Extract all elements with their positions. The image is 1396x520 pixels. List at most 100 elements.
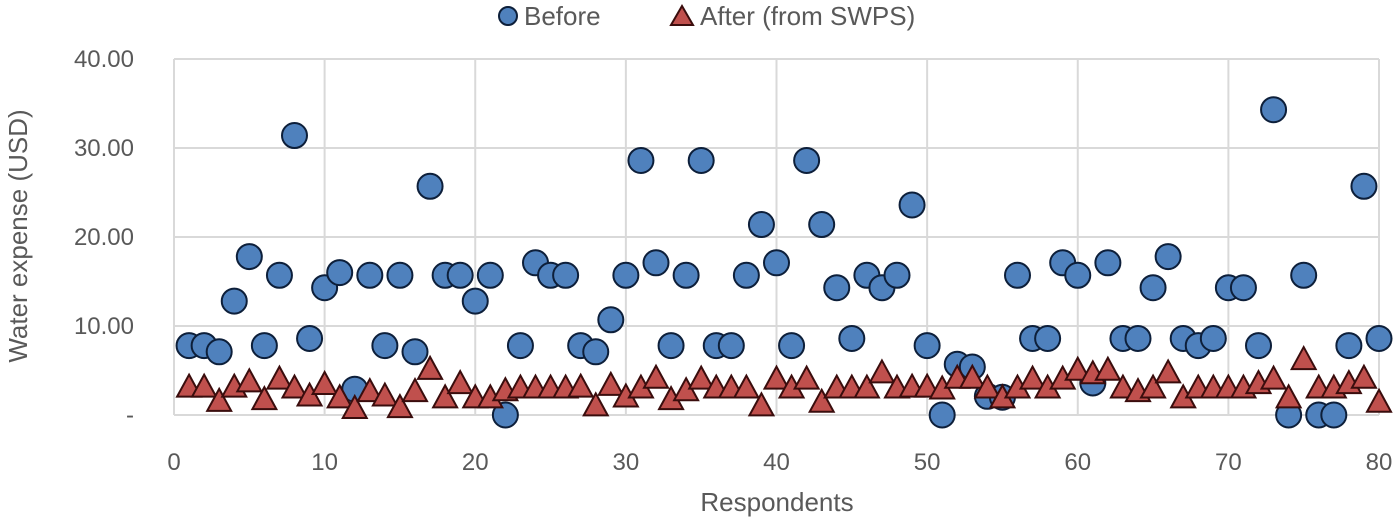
before-point bbox=[281, 122, 308, 150]
before-point bbox=[1245, 332, 1272, 360]
x-tick-label: 30 bbox=[613, 449, 640, 476]
after-point bbox=[642, 363, 670, 389]
after-point bbox=[341, 393, 369, 420]
after-point bbox=[567, 372, 595, 398]
before-point bbox=[913, 332, 941, 360]
y-tick-label: 40.00 bbox=[74, 46, 134, 73]
after-point bbox=[205, 386, 233, 412]
x-tick-label: 50 bbox=[914, 449, 941, 476]
x-axis-title: Respondents bbox=[700, 487, 853, 517]
before-point bbox=[1094, 249, 1122, 277]
before-point bbox=[627, 146, 655, 174]
before-point bbox=[1350, 172, 1378, 200]
before-point bbox=[491, 401, 519, 429]
after-point bbox=[310, 369, 339, 395]
before-point bbox=[265, 261, 293, 289]
after-point bbox=[958, 363, 986, 389]
after-point bbox=[265, 364, 294, 390]
after-point bbox=[1259, 364, 1288, 390]
before-point bbox=[1124, 324, 1152, 352]
after-point bbox=[1154, 358, 1182, 384]
before-point bbox=[823, 274, 851, 302]
after-point bbox=[386, 393, 414, 419]
after-point bbox=[1094, 355, 1122, 381]
after-point bbox=[808, 387, 836, 413]
before-point bbox=[657, 332, 685, 360]
before-point bbox=[326, 259, 354, 287]
before-point bbox=[220, 287, 248, 315]
after-point bbox=[250, 385, 279, 411]
before-point bbox=[446, 261, 474, 289]
before-point bbox=[552, 261, 580, 289]
legend-before-label: Before bbox=[524, 1, 601, 31]
before-point bbox=[1004, 261, 1031, 289]
x-tick-label: 80 bbox=[1366, 449, 1393, 476]
x-tick-label: 0 bbox=[167, 449, 180, 476]
after-point bbox=[1109, 373, 1137, 399]
before-point bbox=[506, 332, 534, 360]
after-point bbox=[446, 369, 474, 395]
before-point bbox=[597, 306, 625, 334]
before-point bbox=[235, 243, 263, 271]
before-point bbox=[1365, 324, 1393, 352]
y-tick-label: 30.00 bbox=[74, 135, 134, 162]
before-point bbox=[582, 338, 610, 366]
after-point bbox=[431, 383, 459, 409]
after-point bbox=[732, 373, 761, 399]
after-point bbox=[792, 364, 821, 390]
after-point bbox=[1018, 364, 1047, 390]
before-point bbox=[672, 261, 700, 289]
before-point bbox=[747, 211, 775, 239]
x-tick-label: 20 bbox=[462, 449, 489, 476]
y-tick-label: - bbox=[126, 402, 134, 429]
after-point bbox=[1290, 344, 1318, 371]
after-point bbox=[326, 383, 354, 409]
before-point bbox=[642, 249, 670, 277]
after-point bbox=[868, 358, 896, 384]
before-point bbox=[793, 146, 821, 174]
before-point bbox=[1229, 274, 1257, 302]
before-point bbox=[1034, 324, 1062, 352]
data-markers bbox=[175, 96, 1393, 429]
before-point bbox=[778, 332, 806, 360]
legend-before-marker bbox=[498, 6, 518, 26]
before-point bbox=[732, 261, 760, 289]
before-point bbox=[386, 261, 414, 289]
before-point bbox=[476, 261, 504, 289]
y-tick-label: 20.00 bbox=[74, 224, 134, 251]
after-point bbox=[401, 377, 429, 403]
axes: - 10.00 20.00 30.00 40.00 0 10 20 30 40 50 60 70 80 bbox=[74, 46, 1392, 476]
before-point bbox=[1064, 261, 1092, 289]
after-point bbox=[1139, 373, 1167, 399]
before-point bbox=[1139, 274, 1167, 302]
before-point bbox=[612, 261, 640, 289]
before-point bbox=[356, 261, 384, 289]
before-point bbox=[1260, 96, 1288, 124]
after-point bbox=[190, 372, 218, 398]
before-point bbox=[416, 172, 444, 200]
after-point bbox=[1365, 387, 1393, 413]
before-point bbox=[1335, 332, 1363, 360]
y-axis-title: Water expense (USD) bbox=[3, 109, 33, 362]
before-point bbox=[1199, 324, 1227, 352]
after-point bbox=[762, 364, 791, 390]
before-point bbox=[205, 338, 233, 366]
after-point bbox=[356, 377, 384, 403]
before-point bbox=[296, 324, 324, 352]
after-point bbox=[371, 381, 399, 407]
after-point bbox=[1350, 363, 1378, 389]
after-point bbox=[1064, 355, 1092, 381]
after-point bbox=[973, 373, 1002, 399]
gridlines bbox=[173, 58, 1380, 416]
y-tick-label: 10.00 bbox=[74, 313, 134, 340]
before-point bbox=[461, 287, 489, 315]
after-point bbox=[597, 370, 625, 396]
before-point bbox=[883, 261, 911, 289]
legend-after-label: After (from SWPS) bbox=[700, 1, 915, 31]
x-tick-label: 10 bbox=[311, 449, 338, 476]
before-point bbox=[250, 332, 278, 360]
after-point bbox=[280, 373, 309, 399]
legend-after-marker bbox=[669, 4, 695, 26]
after-point bbox=[1274, 383, 1303, 409]
